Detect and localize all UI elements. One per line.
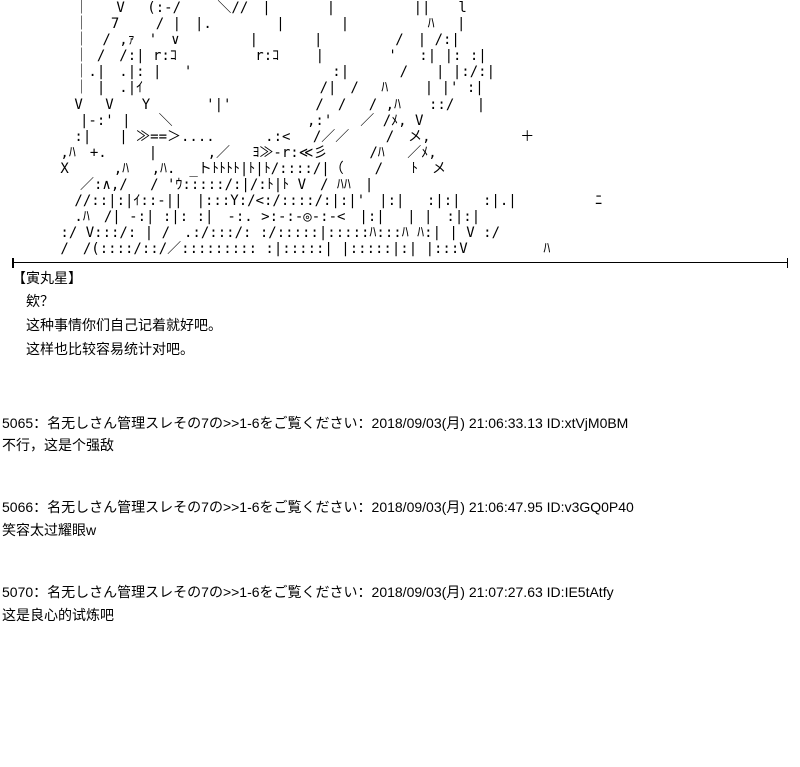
post-id: v3GQ0P40 [565, 499, 634, 515]
dialogue-block: 【寅丸星】 欸？ 这种事情你们自己记着就好吧。 这样也比较容易统计对吧。 [12, 267, 800, 362]
post-header: 5065：名无しさん管理スレその7の>>1-6をご覧ください：2018/09/0… [2, 412, 800, 434]
post-body: 这是良心的试炼吧 [2, 604, 800, 626]
dialogue-line: 这种事情你们自己记着就好吧。 [26, 314, 800, 338]
post-name: 名无しさん管理スレその7の>>1-6をご覧ください [47, 415, 357, 431]
forum-post: 5066：名无しさん管理スレその7の>>1-6をご覧ください：2018/09/0… [2, 496, 800, 541]
ascii-art-block: ｜ V (:-/ ＼// | | || l ｜ 7 / | |. | | ﾊ |… [10, 0, 800, 258]
post-header: 5070：名无しさん管理スレその7の>>1-6をご覧ください：2018/09/0… [2, 581, 800, 603]
post-name: 名无しさん管理スレその7の>>1-6をご覧ください [47, 499, 357, 515]
post-body: 不行，这是个强敌 [2, 434, 800, 456]
post-date: 2018/09/03(月) 21:06:47.95 [372, 499, 543, 515]
post-number: 5066 [2, 499, 33, 515]
dialogue-line: 这样也比较容易统计对吧。 [26, 338, 800, 362]
forum-post: 5070：名无しさん管理スレその7の>>1-6をご覧ください：2018/09/0… [2, 581, 800, 626]
post-header: 5066：名无しさん管理スレその7の>>1-6をご覧ください：2018/09/0… [2, 496, 800, 518]
post-date: 2018/09/03(月) 21:06:33.13 [372, 415, 543, 431]
horizontal-divider [12, 262, 788, 263]
dialogue-speaker: 【寅丸星】 [12, 267, 800, 291]
post-body: 笑容太过耀眼w [2, 519, 800, 541]
post-id: IE5tAtfy [565, 584, 614, 600]
post-number: 5065 [2, 415, 33, 431]
forum-post: 5065：名无しさん管理スレその7の>>1-6をご覧ください：2018/09/0… [2, 412, 800, 457]
post-number: 5070 [2, 584, 33, 600]
post-date: 2018/09/03(月) 21:07:27.63 [372, 584, 543, 600]
dialogue-line: 欸？ [26, 290, 800, 314]
post-name: 名无しさん管理スレその7の>>1-6をご覧ください [47, 584, 357, 600]
post-id: xtVjM0BM [565, 415, 629, 431]
posts-container: 5065：名无しさん管理スレその7の>>1-6をご覧ください：2018/09/0… [0, 412, 800, 626]
